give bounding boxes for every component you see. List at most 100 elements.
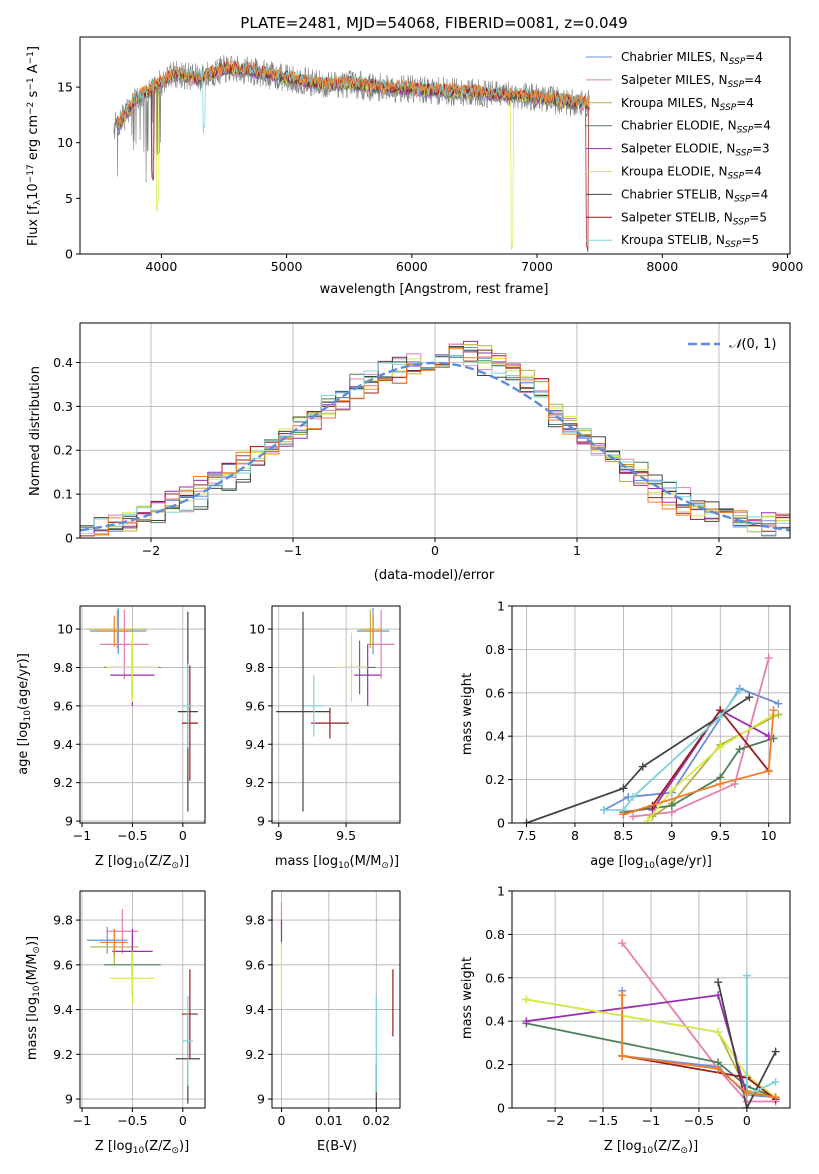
series-marker-salpeter-elodie bbox=[522, 1017, 531, 1026]
residual_hist-ylabel: Normed distribution bbox=[28, 366, 43, 496]
legend-n-tail: =4 bbox=[744, 165, 762, 179]
age_vs_Z-ytick-label: 9.4 bbox=[53, 737, 73, 752]
series-line-kroupa-elodie bbox=[646, 713, 774, 822]
series-marker-kroupa-elodie bbox=[716, 743, 725, 752]
age_vs_mass-xtick-label: 9 bbox=[275, 828, 283, 843]
mass_vs_ebv-ytick-label: 9.2 bbox=[245, 1047, 265, 1062]
legend-n-value: 4 bbox=[755, 50, 763, 64]
mass_weight_vs_age-ylabel: mass weight bbox=[460, 673, 475, 755]
series-marker-chabrier-elodie bbox=[735, 745, 744, 754]
mass_weight_vs_age-frame bbox=[511, 605, 791, 824]
errorbar-salpeter-miles bbox=[367, 609, 395, 679]
mass_vs_Z-ylabel-sub2: ⊙ bbox=[32, 946, 42, 954]
mass_weight_vs_Z-xlabel: Z [log10(Z/Z⊙)] bbox=[604, 1139, 698, 1156]
age_vs_mass-xlabel-tail: (M/M⊙)] bbox=[350, 854, 400, 871]
legend-n-prefix: , N bbox=[708, 233, 725, 247]
mass_weight_vs_age-xtick-label: 10 bbox=[761, 828, 777, 843]
chart-title: PLATE=2481, MJD=54068, FIBERID=0081, z=0… bbox=[240, 14, 627, 32]
mass_weight_vs_Z-xlabel-tail: (Z/Z⊙)] bbox=[653, 1139, 698, 1156]
errorbar-salpeter-miles bbox=[100, 609, 149, 679]
legend-n-prefix: , N bbox=[711, 165, 728, 179]
age_vs_Z-xtick-label: −0.5 bbox=[117, 828, 147, 843]
series-marker-salpeter-miles bbox=[764, 654, 773, 663]
mass_weight_vs_age-plot-area bbox=[522, 654, 783, 823]
mass_vs_Z-grid bbox=[80, 891, 205, 1108]
series-marker-salpeter-miles bbox=[629, 812, 638, 821]
spectrum-panel: 4000 5000 6000 7000 8000 9000 0 5 10 15 PLATE=2481… bbox=[26, 14, 803, 297]
errorbar-orange-model bbox=[98, 615, 131, 647]
errorbar-kroupa-miles bbox=[359, 609, 382, 649]
legend-eq: = bbox=[744, 165, 754, 179]
spectrum-ylabel-part: −1 bbox=[26, 51, 36, 64]
mass_weight_vs_Z-ylabel: mass weight bbox=[460, 957, 475, 1039]
spectrum-axes: 4000 5000 6000 7000 8000 9000 0 5 10 15 PLATE=2481… bbox=[26, 14, 803, 297]
mass_weight_vs_age-ytick-label: 0.2 bbox=[485, 772, 505, 787]
mass_weight_vs_Z-panel: −2 −1.5 −1 −0.5 0 0 0.2 0.4 0.6 0.8 1 Z [log10(Z/Z⊙… bbox=[460, 884, 791, 1156]
legend-n-value: 4 bbox=[763, 119, 771, 133]
errorbar-kroupa-stelib bbox=[182, 996, 193, 1086]
spectrum-ylabel-part: −17 bbox=[26, 164, 36, 183]
mass_vs_Z-plot-area bbox=[87, 908, 200, 1104]
spectrum-ylabel-part: −1 bbox=[26, 77, 36, 90]
legend-n-prefix: , N bbox=[720, 119, 737, 133]
mass_weight_vs_age-xlabel-text: age [log bbox=[590, 854, 643, 869]
mass_vs_ebv-grid bbox=[272, 891, 400, 1108]
spectrum-ylabel-part: A bbox=[26, 64, 41, 77]
legend-n-tail: =4 bbox=[744, 73, 762, 87]
series-marker-orange-model bbox=[716, 779, 725, 788]
mass_vs_ebv-panel: 0 0.01 0.02 9 9.2 9.4 9.6 9.8 E(B-V) bbox=[245, 890, 401, 1154]
spectrum-xtick-label: 7000 bbox=[521, 259, 553, 274]
errorbar-chabrier-stelib bbox=[276, 611, 330, 812]
series-marker-chabrier-stelib bbox=[638, 762, 647, 771]
series-line-orange-model bbox=[623, 710, 775, 816]
residual_hist-xtick-label: 1 bbox=[573, 543, 581, 558]
spectrum-ytick-label: 0 bbox=[65, 247, 73, 262]
residual_hist-xtick-label: −2 bbox=[142, 543, 160, 558]
mass_weight_vs_Z-xlabel-text: Z [log bbox=[604, 1139, 642, 1154]
mass_vs_Z-xlabel-tail2: )] bbox=[179, 1139, 189, 1154]
mass_weight_vs_age-ytick-label: 0.6 bbox=[485, 685, 505, 700]
residual_hist-ytick-label: 0.1 bbox=[53, 487, 73, 502]
legend-name: Salpeter MILES bbox=[621, 73, 711, 87]
mass_weight_vs_Z-ytick-label: 0.8 bbox=[485, 927, 505, 942]
mass_vs_ebv-xtick-label: 0.01 bbox=[315, 1113, 343, 1128]
series-marker-orange-model bbox=[714, 1064, 723, 1073]
mass_vs_Z-ylabel-tail: (M/M⊙)] bbox=[25, 936, 42, 986]
errorbar-kroupa-elodie bbox=[106, 632, 159, 703]
age_vs_Z-ytick-label: 9.6 bbox=[53, 698, 73, 713]
mass_weight_vs_Z-xlabel-tail2: )] bbox=[688, 1139, 698, 1154]
spectrum-ylabel-part: 10 bbox=[26, 183, 41, 200]
series-marker-kroupa-elodie bbox=[714, 1028, 723, 1037]
mass_vs_Z-ytick-label: 9.8 bbox=[53, 913, 73, 928]
legend-n-tail: =4 bbox=[745, 50, 763, 64]
mass_weight_vs_age-xtick-label: 8 bbox=[571, 828, 579, 843]
errorbar-orange-model bbox=[364, 615, 382, 647]
legend-n-prefix: , N bbox=[703, 96, 720, 110]
mass_vs_Z-axes: −1 −0.5 099.29.49.69.8Z [log10(Z/Z⊙)]mass … bbox=[25, 890, 206, 1156]
legend-entry-salpeter-elodie: Salpeter ELODIE, NSSP=3 bbox=[621, 142, 770, 159]
legend-n-sub: SSP bbox=[733, 217, 750, 227]
mass_vs_Z-ytick-label: 9.4 bbox=[53, 1002, 73, 1017]
mass_weight_vs_Z-xlabel-text3: )] bbox=[688, 1139, 698, 1154]
mass_weight_vs_Z-ytick-label: 0.2 bbox=[485, 1057, 505, 1072]
series-marker-chabrier-miles bbox=[774, 699, 783, 708]
legend-n-sub: SSP bbox=[729, 57, 746, 67]
legend-entry-kroupa-stelib: Kroupa STELIB, NSSP=5 bbox=[621, 233, 759, 250]
legend-n-prefix: , N bbox=[719, 142, 736, 156]
legend-n-sub: SSP bbox=[735, 148, 752, 158]
legend-n-value: 5 bbox=[751, 233, 759, 247]
age_vs_Z-xlabel: Z [log10(Z/Z⊙)] bbox=[95, 854, 189, 871]
series-marker-chabrier-elodie bbox=[667, 801, 676, 810]
errorbar-kroupa-stelib bbox=[182, 663, 193, 749]
spectrum-ylabel-part: ] bbox=[26, 46, 41, 51]
legend-entry-chabrier-elodie: Chabrier ELODIE, NSSP=4 bbox=[621, 119, 771, 136]
age_vs_mass-ytick-label: 9.4 bbox=[245, 737, 265, 752]
age_vs_mass-ytick-label: 9.6 bbox=[245, 698, 265, 713]
mass_vs_Z-panel: −1 −0.5 099.29.49.69.8Z [log10(Z/Z⊙)]mass … bbox=[25, 890, 206, 1156]
legend-n-sub: SSP bbox=[734, 194, 751, 204]
mass_weight_vs_age-grid bbox=[512, 605, 790, 824]
mass_weight_vs_age-ytick-label: 0.4 bbox=[485, 729, 505, 744]
mass_vs_Z-xlabel-text: Z [log bbox=[95, 1139, 133, 1154]
mass_weight_vs_Z-xlabel-text2: (Z/Z bbox=[653, 1139, 680, 1154]
